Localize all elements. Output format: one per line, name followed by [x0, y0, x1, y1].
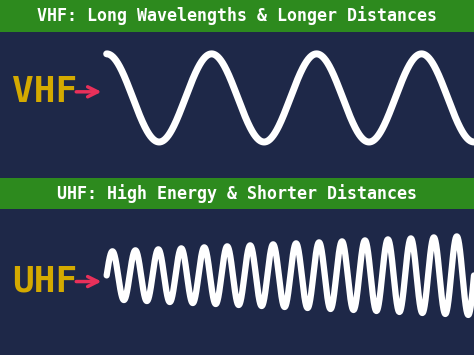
Bar: [0, 0, 474, 32]
Text: UHF: High Energy & Shorter Distances: UHF: High Energy & Shorter Distances: [57, 184, 417, 203]
Text: VHF: Long Wavelengths & Longer Distances: VHF: Long Wavelengths & Longer Distances: [37, 6, 437, 26]
Text: UHF: UHF: [12, 264, 77, 299]
Text: VHF: VHF: [12, 75, 77, 109]
Bar: [0, 178, 474, 209]
